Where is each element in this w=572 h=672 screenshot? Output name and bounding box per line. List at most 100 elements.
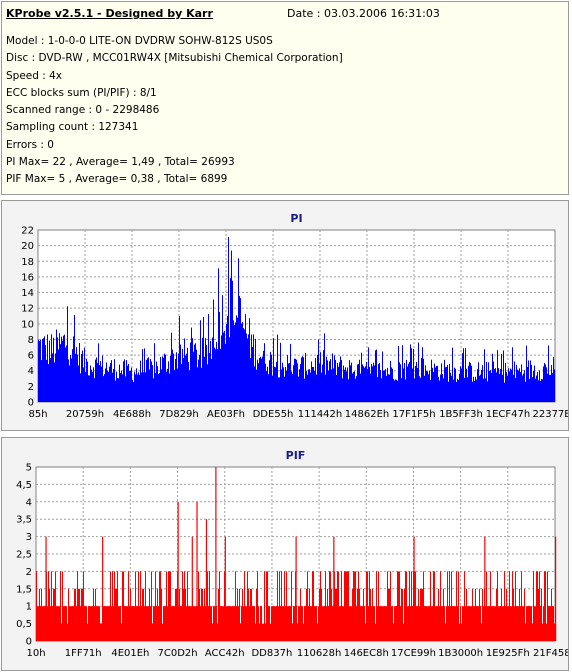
bar [161,588,162,641]
bar [189,370,190,402]
bar [453,379,454,402]
bar [238,258,239,402]
bar [546,367,547,402]
bar [284,376,285,402]
bar [145,571,146,641]
bar [130,370,131,402]
bar [452,606,453,641]
bar [417,367,418,402]
bar [128,571,129,641]
bar [349,360,350,402]
bar [503,350,504,402]
bar [396,379,397,402]
bar [272,375,273,402]
bar [232,280,233,402]
bar [425,365,426,402]
bar [496,588,497,641]
bar [84,347,85,402]
bar [51,334,52,402]
bar [469,361,470,402]
bar [466,588,467,641]
bar [381,378,382,402]
bar [366,571,367,641]
bar [276,606,277,641]
bar [521,571,522,641]
bar [399,571,400,641]
info-model: Model : 1-0-0-0 LITE-ON DVDRW SOHW-812S … [6,35,273,47]
bar [417,606,418,641]
bar [318,606,319,641]
bar [437,606,438,641]
bar [63,335,64,402]
x-tick-label: 1FF71h [65,648,102,659]
bar [403,368,404,402]
bar [140,571,141,641]
bar [404,588,405,641]
bar-spike [205,519,208,641]
bar [450,372,451,402]
bar [257,571,258,641]
bar [491,606,492,641]
bar [407,606,408,641]
bar [405,571,406,641]
bar [371,606,372,641]
bar [277,334,278,402]
bar [65,347,66,402]
bar [324,606,325,641]
bar [532,377,533,402]
bar [490,370,491,402]
bar [201,367,202,402]
bar [297,623,298,641]
bar [462,353,463,402]
bar [535,378,536,402]
bar [140,360,141,402]
bar [236,606,237,641]
bar [87,623,88,641]
bar [537,571,538,641]
bar [492,353,493,402]
y-tick-label: 2 [28,382,34,393]
bar [501,588,502,641]
bar [158,606,159,641]
bar [129,370,130,402]
bar [302,356,303,402]
chart-title: PI [290,212,302,225]
bar [288,606,289,641]
bar [111,606,112,641]
bar [494,369,495,402]
bar [273,338,274,402]
bar [130,588,131,641]
bar [152,623,153,641]
bar [230,278,231,402]
x-tick-label: 10h [26,648,45,659]
bar [223,606,224,641]
bar [405,379,406,402]
bar [337,571,338,641]
bar [504,571,505,641]
bar [260,356,261,402]
bar [42,339,43,402]
bar [147,606,148,641]
bar [163,606,164,641]
bar [286,370,287,402]
bar [421,588,422,641]
bar [122,374,123,402]
bar [89,606,90,641]
bar [352,588,353,641]
bar [444,359,445,402]
bar [518,606,519,641]
bar [386,606,387,641]
bar [428,606,429,641]
bar [221,335,222,402]
bar [552,606,553,641]
bar [238,606,239,641]
bar [281,369,282,402]
bar [41,588,42,641]
bar [426,371,427,402]
bar [540,606,541,641]
bar [187,347,188,402]
bar [419,606,420,641]
bar [48,571,49,641]
x-tick-label: 22377Bh [532,409,568,420]
bar [76,347,77,402]
